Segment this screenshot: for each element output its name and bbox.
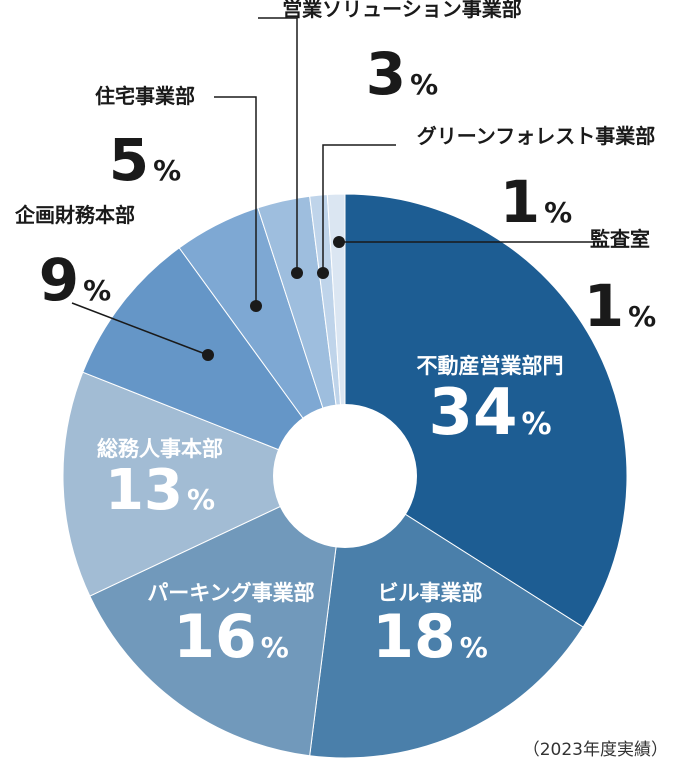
leader-dot xyxy=(291,267,303,279)
slice-name-label: グリーンフォレスト事業部 xyxy=(417,124,655,148)
leader-dot xyxy=(317,267,329,279)
pie-slice xyxy=(82,247,347,478)
pie-slices xyxy=(62,193,628,759)
slice-name-label: 企画財務本部 xyxy=(14,203,135,227)
leader-line xyxy=(258,17,298,273)
pie-slice xyxy=(309,475,584,759)
slice-value-label: 18% xyxy=(372,602,488,672)
leader-dot xyxy=(333,236,345,248)
slice-value-label: 13% xyxy=(105,458,215,523)
slice-name-label: 営業ソリューション事業部 xyxy=(282,0,522,21)
slice-value-label: 3% xyxy=(366,40,438,108)
slice-value-label: 1% xyxy=(500,168,572,236)
slice-name-label: 監査室 xyxy=(590,227,650,251)
center-hole xyxy=(273,404,417,548)
slice-name-label: 住宅事業部 xyxy=(95,84,195,108)
slice-value-label: 5% xyxy=(109,126,181,194)
leader-dot xyxy=(202,349,214,361)
leader-lines xyxy=(71,17,594,361)
slice-value-label: 34% xyxy=(428,376,551,450)
fiscal-year-note: （2023年度実績） xyxy=(522,740,668,760)
pie-slice xyxy=(89,475,346,757)
slice-name-label: ビル事業部 xyxy=(378,581,483,605)
leader-line xyxy=(71,302,209,356)
slice-value-label: 1% xyxy=(584,272,656,340)
slice-name-label: パーキング事業部 xyxy=(147,581,314,605)
leader-line xyxy=(214,96,257,306)
slice-name-label: 総務人事本部 xyxy=(97,437,223,461)
slice-value-label: 16% xyxy=(173,602,289,672)
pie-slice xyxy=(62,371,347,597)
slice-name-label: 不動産営業部門 xyxy=(417,354,564,378)
pie-slice xyxy=(344,193,628,628)
slice-value-label: 9% xyxy=(39,246,111,314)
leader-dot xyxy=(250,300,262,312)
leader-line xyxy=(322,144,396,273)
